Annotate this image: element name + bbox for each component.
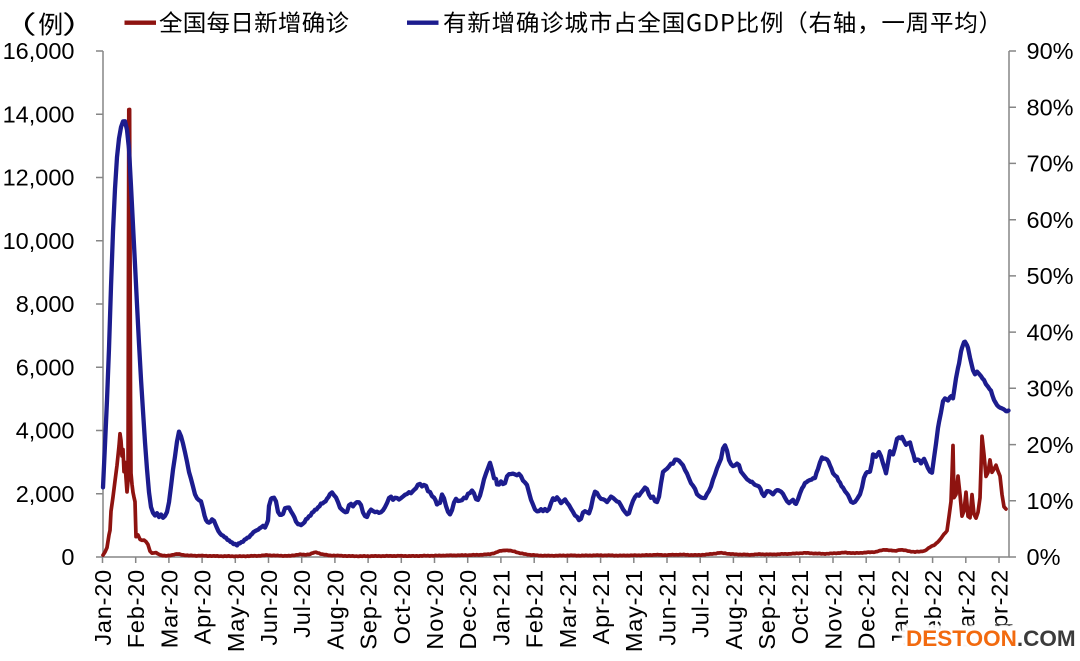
svg-text:80%: 80% (1027, 94, 1074, 120)
svg-text:Oct-20: Oct-20 (389, 569, 415, 644)
svg-text:Jan-21: Jan-21 (488, 569, 514, 646)
svg-text:Dec-20: Dec-20 (455, 569, 481, 650)
svg-text:14,000: 14,000 (3, 102, 75, 128)
svg-text:70%: 70% (1027, 151, 1074, 177)
svg-text:Jan-20: Jan-20 (90, 569, 116, 646)
svg-text:Aug-21: Aug-21 (721, 569, 747, 650)
svg-text:DESTOON.COM: DESTOON.COM (906, 626, 1076, 651)
svg-text:12,000: 12,000 (3, 165, 75, 191)
svg-text:DESTOON.COM: DESTOON.COM (906, 626, 1076, 651)
svg-text:Sep-20: Sep-20 (356, 569, 382, 650)
svg-text:50%: 50% (1027, 263, 1074, 289)
svg-text:Jun-20: Jun-20 (256, 569, 282, 646)
svg-text:Jul-21: Jul-21 (688, 569, 714, 638)
svg-text:0%: 0% (1027, 544, 1061, 570)
svg-text:90%: 90% (1027, 38, 1074, 64)
svg-text:Mar-20: Mar-20 (156, 569, 182, 648)
svg-text:4,000: 4,000 (16, 418, 75, 444)
svg-text:10%: 10% (1027, 488, 1074, 514)
svg-text:10,000: 10,000 (3, 228, 75, 254)
svg-text:Jun-21: Jun-21 (654, 569, 680, 646)
svg-text:Nov-21: Nov-21 (820, 569, 846, 650)
svg-text:Nov-20: Nov-20 (422, 569, 448, 650)
svg-text:Apr-20: Apr-20 (190, 569, 216, 644)
svg-text:May-21: May-21 (621, 569, 647, 652)
svg-text:30%: 30% (1027, 376, 1074, 402)
svg-text:60%: 60% (1027, 207, 1074, 233)
svg-text:Mar-21: Mar-21 (555, 569, 581, 648)
svg-text:Sep-21: Sep-21 (754, 569, 780, 650)
svg-text:Apr-21: Apr-21 (588, 569, 614, 644)
svg-text:Feb-21: Feb-21 (522, 569, 548, 648)
svg-text:Feb-20: Feb-20 (123, 569, 149, 648)
svg-text:40%: 40% (1027, 319, 1074, 345)
svg-text:8,000: 8,000 (16, 291, 75, 317)
svg-text:6,000: 6,000 (16, 355, 75, 381)
svg-text:May-20: May-20 (223, 569, 249, 652)
svg-text:Oct-21: Oct-21 (787, 569, 813, 644)
svg-text:DESTOON.COM: DESTOON.COM (906, 626, 1076, 651)
svg-text:Dec-21: Dec-21 (854, 569, 880, 650)
svg-text:20%: 20% (1027, 432, 1074, 458)
svg-text:0: 0 (61, 544, 74, 570)
svg-text:2,000: 2,000 (16, 481, 75, 507)
svg-text:Jul-20: Jul-20 (289, 569, 315, 638)
svg-text:Aug-20: Aug-20 (322, 569, 348, 650)
svg-text:16,000: 16,000 (3, 38, 75, 64)
